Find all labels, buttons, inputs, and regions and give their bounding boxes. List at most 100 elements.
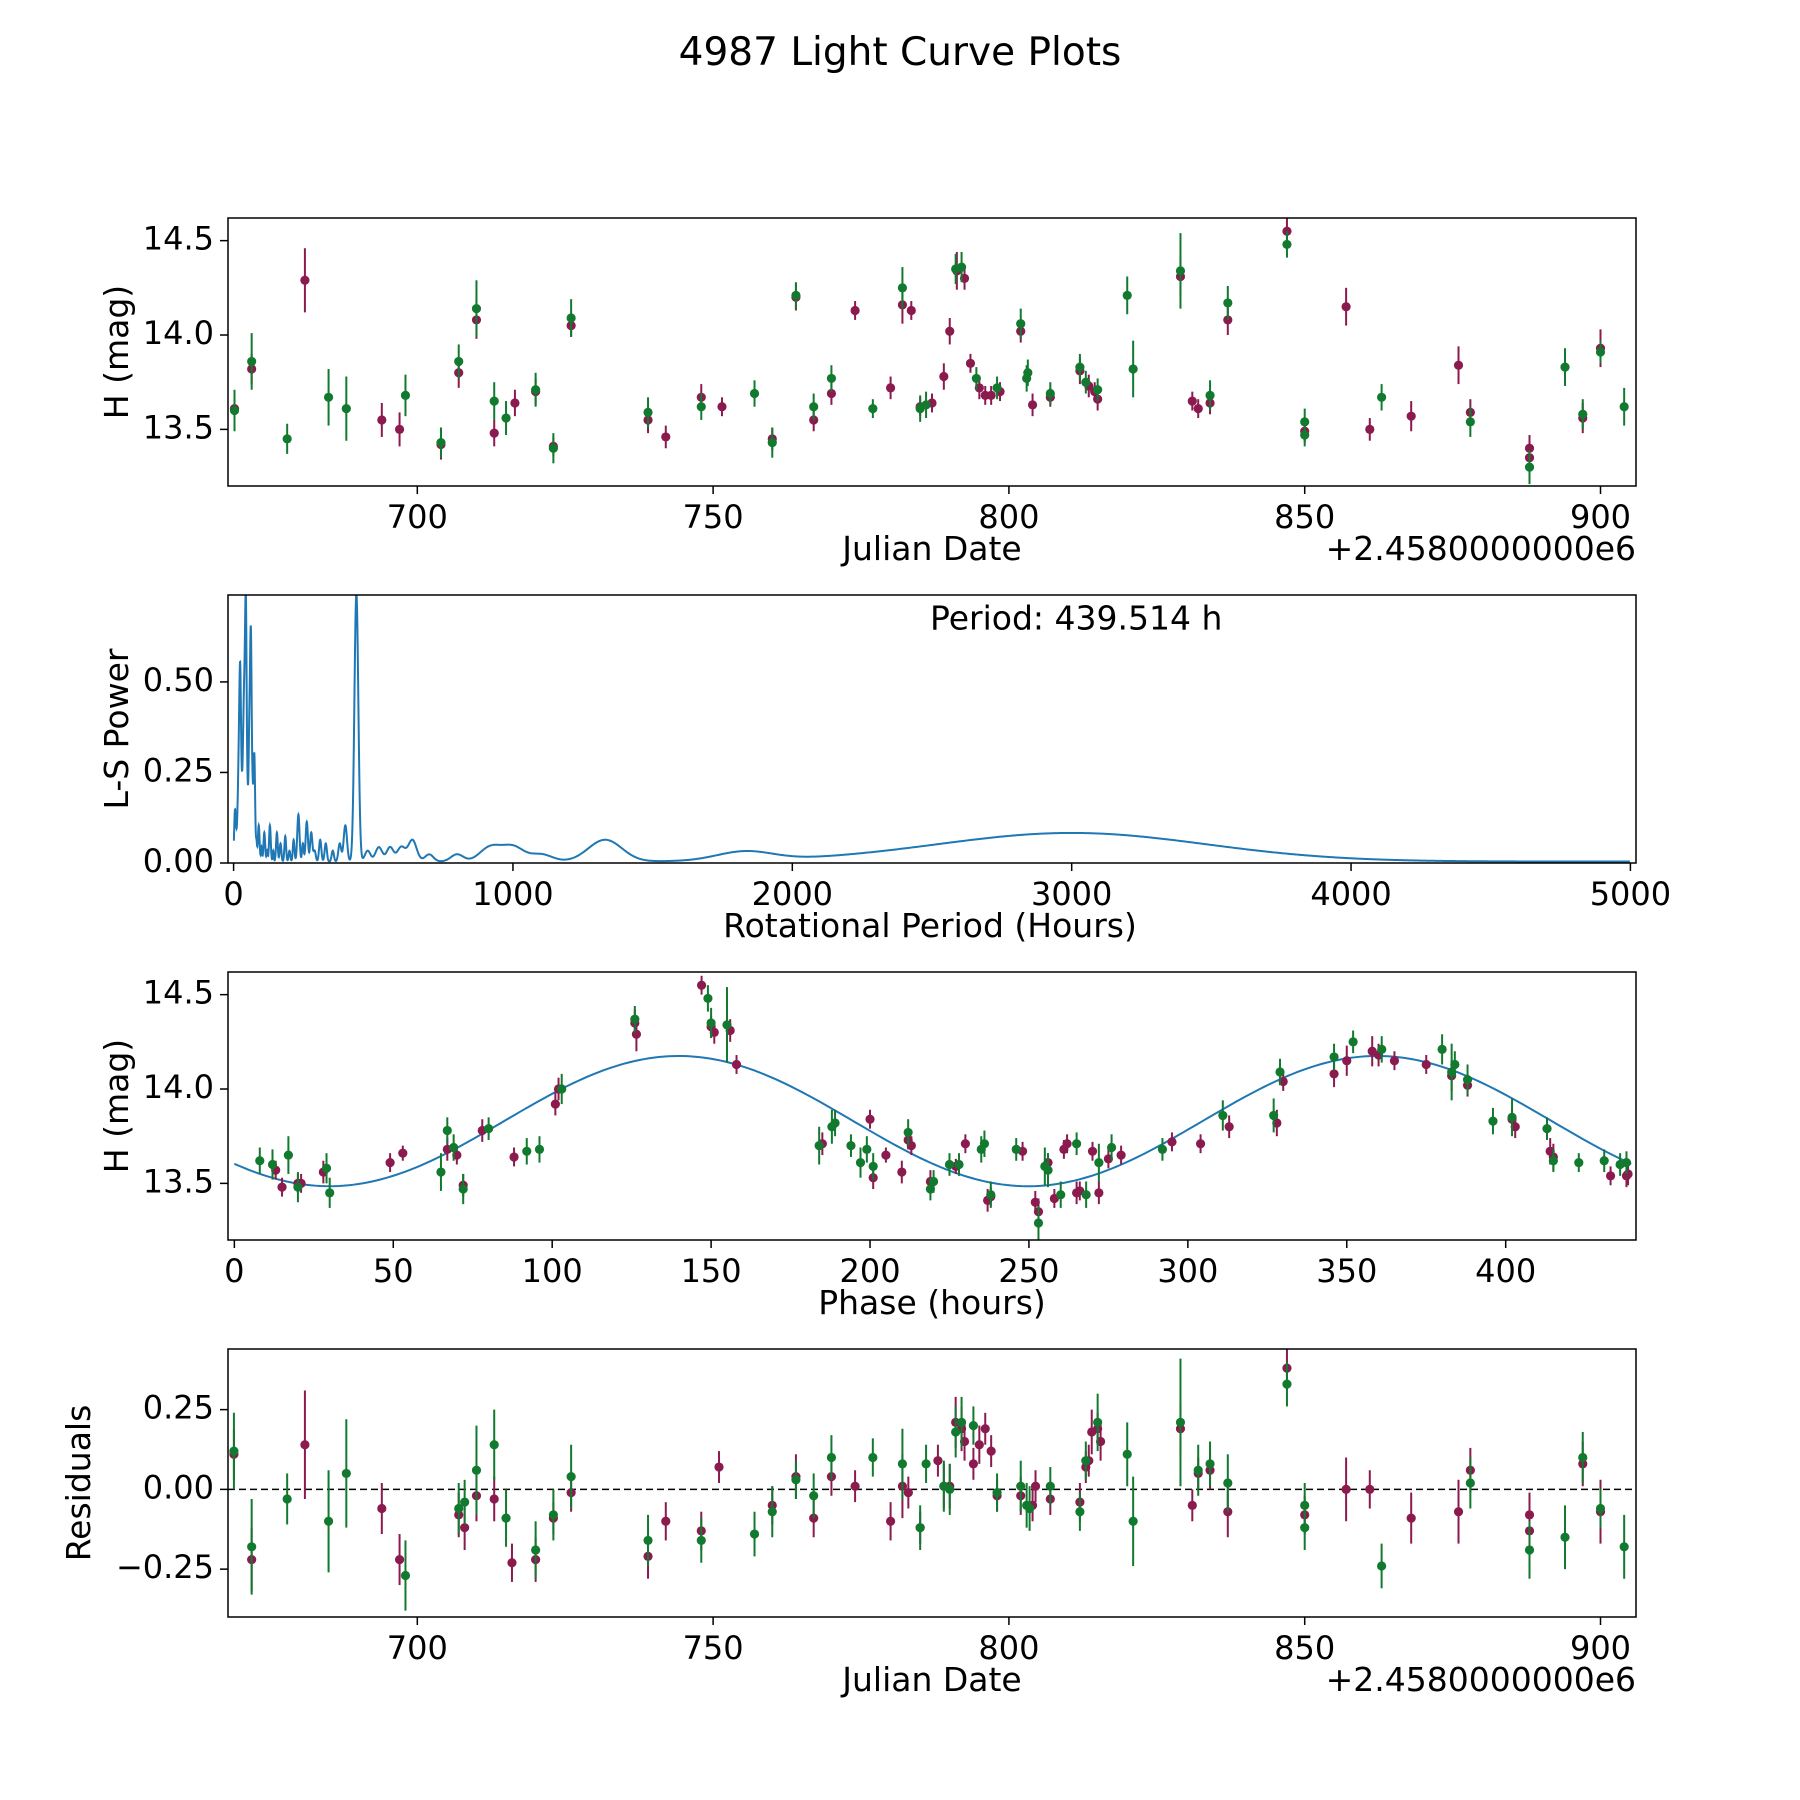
residuals-red-point [1406,1513,1416,1523]
residuals-green-point [749,1529,760,1539]
phase-folded-red-point [631,1029,642,1039]
periodogram-x-label: Rotational Period (Hours) [723,906,1137,945]
phase-folded-green-point [1488,1116,1498,1126]
residuals-red-point [885,1516,896,1526]
phase-folded-green-point [1218,1110,1228,1121]
periodogram-y-tick-label: 0.00 [143,842,214,880]
residuals-green-point [868,1452,878,1463]
phase-folded-green-point [1348,1037,1358,1047]
residuals-green-point [1465,1478,1475,1488]
light-curve-green-point [992,383,1002,393]
phase-folded-y-ticks: 13.5 14.0 14.5 [143,974,228,1200]
phase-folded-red-point [1605,1171,1616,1181]
light-curve-green-point [400,390,411,401]
light-curve-green-point [471,303,482,314]
phase-folded-green-point [1507,1112,1517,1122]
light-curve-green-point [1175,266,1186,276]
phase-folded-red-point [509,1152,519,1162]
light-curve-red-point [1406,411,1416,421]
phase-folded-green-point [1621,1158,1632,1168]
residuals-y-label: Residuals [59,1405,98,1562]
residuals-green-point [951,1427,961,1437]
periodogram-line-group [232,595,1630,863]
residuals-x-label: Julian Date [840,1660,1022,1699]
light-curve-green-point [1093,385,1103,395]
residuals-green-point [454,1503,464,1514]
light-curve-red-point [1187,396,1197,406]
light-curve-red-point [1365,424,1375,434]
light-curve-red-point [1027,400,1038,410]
residuals-green-point [1377,1561,1387,1571]
residuals-red-point [1365,1484,1375,1494]
residuals-green-point [956,1417,967,1427]
light-curve-green-point [501,413,511,423]
residuals-x-tick-label: 850 [1274,1629,1335,1667]
phase-folded-green-point [1275,1067,1285,1077]
phase-folded-green-point [1548,1156,1558,1166]
phase-folded-red-point [1623,1169,1633,1179]
light-curve-red-point [906,305,916,316]
light-curve-green-point [791,290,801,300]
phase-folded-green-point [814,1141,824,1151]
light-curve-green-point [247,356,257,367]
residuals-green-point [1193,1465,1203,1475]
phase-folded-green-point [846,1141,856,1151]
phase-folded-green-point [1462,1074,1473,1085]
phase-folded-green-point [1437,1044,1447,1054]
residuals-green-point [809,1491,819,1501]
light-curve-red-point [885,383,896,393]
phase-folded-green-point [442,1125,452,1136]
light-curve-green-point [1205,390,1215,401]
phase-folded-green-point [1081,1190,1091,1200]
light-curve-red-point [717,402,727,412]
residuals-green-point [767,1507,777,1517]
periodogram-x-tick-label: 3000 [1031,875,1112,913]
residuals-green-point [1300,1523,1310,1533]
periodogram-x-tick-label: 4000 [1310,875,1391,913]
light-curve-green-point [323,392,334,402]
phase-folded-green-point [1072,1139,1082,1149]
light-curve-green-point [1223,298,1233,308]
phase-folded-green-point [1043,1165,1053,1175]
light-curve-green-point [897,283,908,293]
phase-folded-panel: 0 50 100 150 200 250 300 350 400 13.5 14.0 14.5 Ph… [97,971,1637,1322]
light-curve-red-point [300,275,310,285]
residuals-green-point [1025,1503,1035,1514]
residuals-green-point [501,1513,511,1523]
residuals-panel: 700 750 800 850 900 −0.25 0.00 0.25 Julian Dat… [59,1348,1637,1699]
phase-folded-points [233,975,1633,1240]
residuals-y-ticks: −0.25 0.00 0.25 [116,1389,228,1586]
residuals-red-point [903,1487,913,1498]
phase-folded-green-point [267,1159,278,1170]
phase-folded-red-point [1094,1188,1104,1198]
residuals-y-tick-label: 0.25 [143,1389,214,1427]
light-curve-green-point [1578,409,1588,419]
residuals-green-point [471,1465,482,1475]
residuals-green-point [1205,1459,1215,1469]
phase-folded-green-point [1377,1044,1387,1054]
phase-folded-x-tick-label: 200 [839,1252,900,1290]
residuals-green-point [791,1475,801,1485]
phase-folded-green-point [1269,1110,1279,1121]
phase-folded-red-point [881,1150,891,1160]
residuals-green-point [323,1516,334,1526]
residuals-green-point [992,1487,1002,1498]
residuals-x-tick-label: 700 [387,1629,448,1667]
residuals-green-point [1560,1532,1570,1542]
phase-folded-red-point [277,1182,287,1192]
residuals-green-point [1619,1542,1629,1552]
light-curve-x-tick-label: 750 [683,498,744,536]
residuals-green-point [915,1523,925,1533]
residuals-green-point [897,1459,908,1469]
periodogram-power-line [232,595,1630,863]
phase-folded-green-point [325,1188,335,1198]
light-curve-x-label: Julian Date [840,529,1022,568]
phase-folded-green-point [293,1182,303,1192]
residuals-y-tick-label: 0.00 [143,1468,214,1506]
periodogram-axes-frame [227,594,1637,864]
periodogram-y-ticks: 0.00 0.25 0.50 [143,661,228,880]
light-curve-red-point [826,388,837,399]
phase-folded-x-label: Phase (hours) [818,1283,1046,1322]
phase-folded-green-point [255,1156,265,1166]
phase-folded-x-tick-label: 0 [224,1252,244,1290]
